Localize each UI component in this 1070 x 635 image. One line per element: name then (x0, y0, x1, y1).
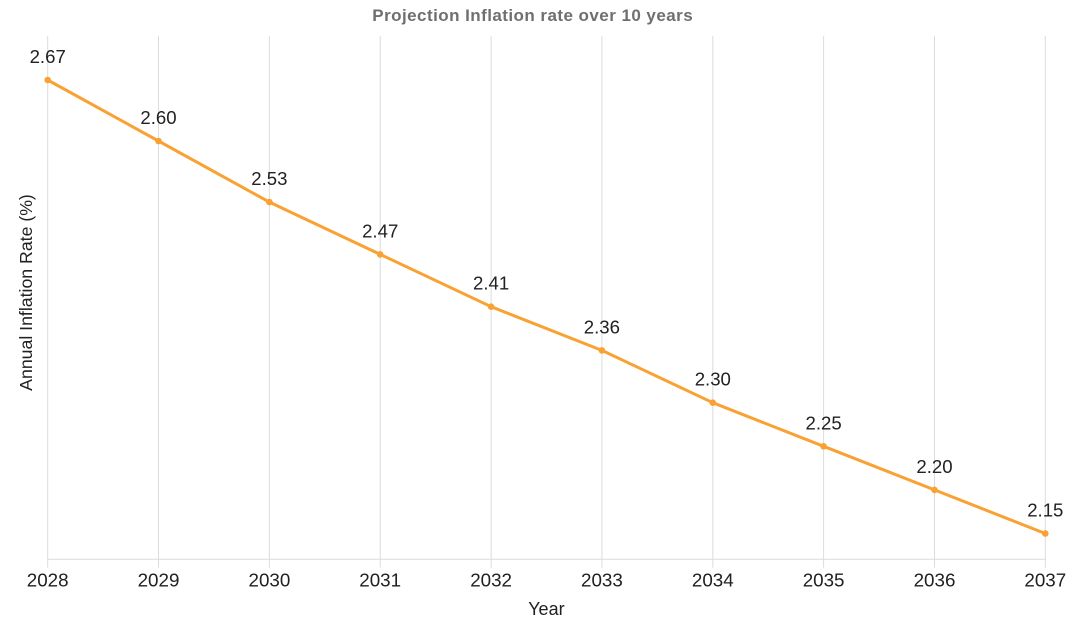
svg-text:2034: 2034 (692, 570, 734, 591)
svg-text:2031: 2031 (359, 570, 401, 591)
svg-text:2.47: 2.47 (362, 220, 398, 241)
svg-text:2.41: 2.41 (473, 273, 509, 294)
svg-text:Year: Year (528, 599, 564, 619)
svg-text:2033: 2033 (581, 570, 623, 591)
svg-text:2028: 2028 (27, 570, 69, 591)
svg-text:2.25: 2.25 (805, 412, 841, 433)
svg-text:2035: 2035 (803, 570, 845, 591)
svg-text:2.20: 2.20 (916, 456, 952, 477)
svg-text:2.60: 2.60 (140, 107, 176, 128)
svg-text:2.15: 2.15 (1027, 500, 1063, 521)
svg-text:2032: 2032 (470, 570, 512, 591)
svg-text:Annual Inflation Rate (%): Annual Inflation Rate (%) (16, 194, 36, 391)
svg-text:2030: 2030 (249, 570, 291, 591)
svg-text:2.30: 2.30 (695, 369, 731, 390)
svg-text:Projection Inflation rate over: Projection Inflation rate over 10 years (372, 6, 693, 25)
svg-text:2.53: 2.53 (251, 168, 287, 189)
svg-text:2.36: 2.36 (584, 316, 620, 337)
svg-text:2029: 2029 (138, 570, 180, 591)
svg-text:2.67: 2.67 (30, 46, 66, 67)
svg-text:2037: 2037 (1024, 570, 1066, 591)
svg-text:2036: 2036 (914, 570, 956, 591)
